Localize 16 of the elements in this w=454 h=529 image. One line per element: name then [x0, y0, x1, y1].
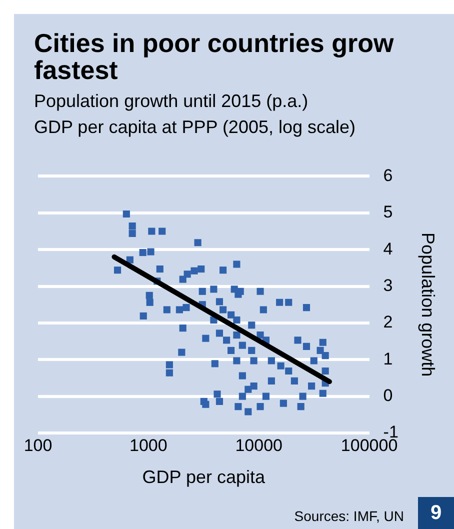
x-tick-label: 100 [24, 436, 52, 455]
source-note: Sources: IMF, UN [294, 508, 404, 524]
y-axis-title: Population growth [418, 232, 438, 377]
text: 9 [418, 497, 454, 529]
chart-title: Cities in poor countries grow fastest [34, 28, 394, 85]
y-tick-label: 0 [383, 386, 393, 405]
x-tick-label: 1000 [130, 436, 168, 455]
x-tick-label: 10000 [235, 436, 282, 455]
chart-subtitle: Population growth until 2015 (p.a.) GDP per capita at PPP (2005, log scale) [34, 90, 357, 139]
x-axis-title: GDP per capita [142, 467, 266, 488]
y-tick-label: 1 [383, 349, 393, 368]
y-tick-label: 6 [383, 166, 393, 185]
y-tick-label: 3 [383, 276, 393, 295]
y-tick-label: 2 [383, 312, 393, 332]
y-tick-label: 4 [383, 239, 393, 258]
y-tick-label: 5 [383, 202, 393, 222]
